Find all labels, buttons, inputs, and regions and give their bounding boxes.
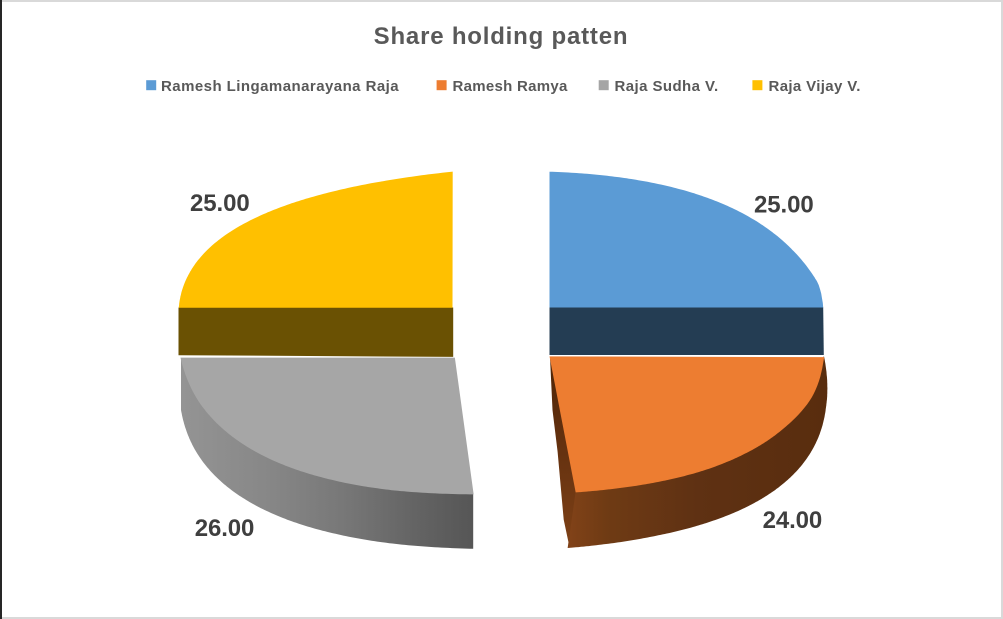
svg-text:Raja Sudha V.: Raja Sudha V. xyxy=(615,78,719,95)
svg-text:Ramesh Lingamanarayana Raja: Ramesh Lingamanarayana Raja xyxy=(161,78,399,95)
svg-text:Share holding patten: Share holding patten xyxy=(374,23,629,50)
svg-text:25.00: 25.00 xyxy=(190,190,250,217)
svg-text:26.00: 26.00 xyxy=(195,515,255,542)
svg-text:Raja Vijay V.: Raja Vijay V. xyxy=(769,78,861,95)
svg-text:25.00: 25.00 xyxy=(754,192,814,219)
svg-text:24.00: 24.00 xyxy=(763,507,823,534)
svg-text:Ramesh Ramya: Ramesh Ramya xyxy=(453,78,568,95)
